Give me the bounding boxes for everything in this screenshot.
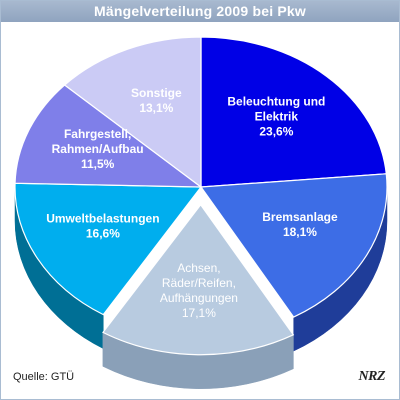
source-note: Quelle: GTÜ xyxy=(13,371,75,383)
slice-label: Bremsanlage 18,1% xyxy=(262,210,338,239)
pie-slice xyxy=(14,182,203,316)
slice-label: Umweltbelastungen 16,6% xyxy=(46,211,159,240)
slice-label: Beleuchtung und Elektrik 23,6% xyxy=(227,95,325,139)
pie-slice xyxy=(200,36,387,188)
pie-slice xyxy=(63,36,202,189)
pie-slice xyxy=(199,173,388,318)
slice-label: Sonstige 13,1% xyxy=(131,86,182,115)
pie-slice xyxy=(14,84,203,188)
slice-label: Fahrgestell, Rahmen/Aufbau 11,5% xyxy=(52,127,144,171)
pie-tops xyxy=(14,36,388,356)
pie-labels: Beleuchtung und Elektrik 23,6% Bremsanlage 1… xyxy=(46,86,338,320)
publisher-logo: NRZ xyxy=(358,369,386,384)
chart-title: Mängelverteilung 2009 bei Pkw xyxy=(1,1,399,22)
slice-label: Achsen, Räder/Reifen, Aufhängungen 17,1% xyxy=(160,261,238,320)
pie-slice xyxy=(102,203,295,356)
